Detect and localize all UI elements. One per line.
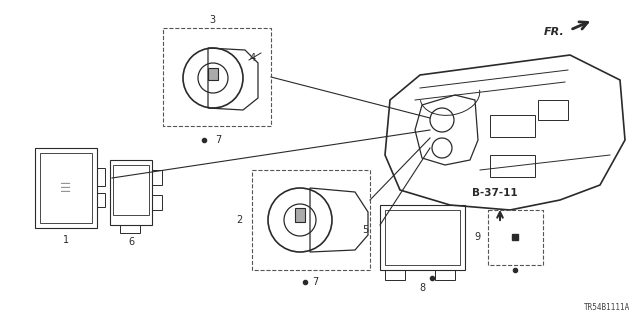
Bar: [490, 155, 535, 177]
Bar: [120, 225, 140, 233]
Text: 2: 2: [236, 215, 242, 225]
Bar: [97, 168, 105, 186]
Bar: [538, 100, 568, 120]
Bar: [40, 153, 92, 223]
Bar: [295, 208, 305, 222]
Bar: [385, 270, 405, 280]
Bar: [385, 210, 460, 265]
Text: 7: 7: [215, 135, 221, 145]
Text: 6: 6: [128, 237, 134, 247]
Text: 8: 8: [419, 283, 425, 293]
Text: 9: 9: [474, 232, 480, 242]
Bar: [163, 28, 271, 126]
Text: 5: 5: [362, 225, 368, 235]
Text: TR54B1111A: TR54B1111A: [584, 303, 630, 312]
Bar: [110, 160, 152, 225]
Bar: [152, 170, 162, 185]
Text: ☰: ☰: [60, 181, 72, 195]
Bar: [152, 195, 162, 210]
Bar: [252, 170, 370, 270]
Bar: [35, 148, 97, 228]
Bar: [488, 210, 543, 265]
Bar: [380, 205, 465, 270]
Text: 3: 3: [209, 15, 215, 25]
Bar: [435, 270, 455, 280]
Text: FR.: FR.: [544, 27, 565, 37]
Bar: [113, 165, 149, 215]
Bar: [97, 193, 105, 207]
Bar: [208, 68, 218, 80]
Bar: [490, 115, 535, 137]
Text: 7: 7: [312, 277, 318, 287]
Text: 4: 4: [250, 53, 256, 63]
Text: 1: 1: [63, 235, 69, 245]
Text: B-37-11: B-37-11: [472, 188, 518, 198]
